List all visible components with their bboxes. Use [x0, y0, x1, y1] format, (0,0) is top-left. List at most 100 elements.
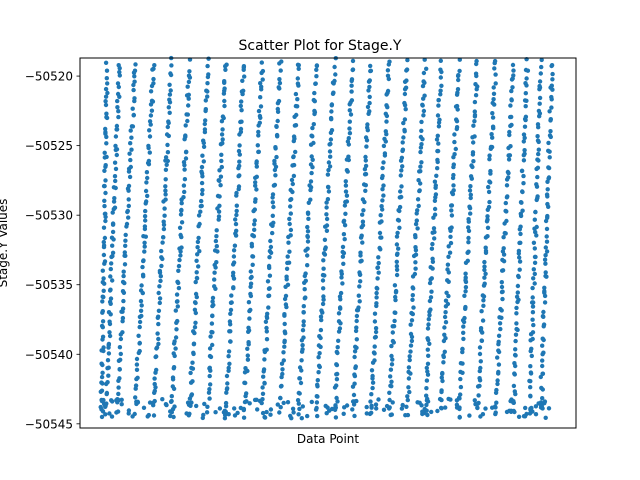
scatter-point — [534, 224, 539, 230]
scatter-point — [250, 254, 256, 259]
scatter-point — [300, 347, 305, 352]
scatter-point — [505, 194, 510, 199]
scatter-point — [518, 231, 523, 237]
scatter-point — [223, 67, 228, 73]
scatter-point — [109, 235, 115, 240]
x-axis-title: Data Point — [297, 432, 360, 446]
scatter-point — [167, 97, 172, 102]
scatter-point — [329, 109, 334, 114]
scatter-point — [266, 293, 272, 298]
scatter-point — [200, 153, 205, 158]
scatter-point — [495, 381, 500, 387]
scatter-point — [120, 306, 126, 311]
scatter-point — [472, 119, 477, 124]
scatter-point — [166, 105, 171, 110]
scatter-point — [398, 173, 403, 178]
scatter-point — [471, 159, 476, 164]
scatter-point — [522, 135, 527, 141]
scatter-point — [260, 410, 266, 416]
scatter-point — [296, 401, 301, 406]
scatter-point — [377, 230, 383, 236]
scatter-point — [270, 200, 275, 205]
scatter-point — [515, 283, 521, 289]
scatter-point — [344, 193, 350, 198]
scatter-point — [344, 199, 350, 204]
scatter-point — [424, 365, 429, 371]
scatter-point — [486, 189, 492, 195]
scatter-point — [194, 258, 199, 263]
scatter-point — [540, 352, 545, 357]
scatter-point — [544, 239, 550, 244]
scatter-point — [376, 260, 381, 266]
scatter-point — [351, 392, 357, 398]
scatter-point — [305, 239, 311, 244]
scatter-point — [106, 342, 111, 348]
scatter-point — [203, 108, 208, 114]
scatter-point — [182, 189, 187, 195]
scatter-point — [321, 258, 326, 263]
scatter-point — [394, 234, 400, 239]
scatter-point — [342, 237, 347, 242]
scatter-point — [442, 332, 447, 337]
scatter-point — [164, 162, 169, 167]
scatter-point — [319, 317, 324, 323]
scatter-point — [354, 313, 360, 319]
scatter-point — [509, 114, 514, 120]
scatter-point — [302, 287, 307, 292]
scatter-point — [163, 197, 168, 202]
scatter-point — [334, 362, 339, 367]
scatter-point — [98, 404, 103, 410]
scatter-point — [289, 177, 295, 183]
scatter-point — [284, 274, 289, 279]
scatter-point — [393, 290, 399, 295]
scatter-point — [318, 327, 324, 333]
scatter-point — [187, 411, 192, 416]
scatter-point — [220, 137, 225, 142]
scatter-point — [420, 83, 426, 89]
scatter-point — [277, 80, 283, 86]
scatter-point — [207, 396, 212, 401]
scatter-point — [104, 401, 109, 406]
scatter-point — [208, 382, 213, 387]
scatter-point — [383, 111, 388, 117]
scatter-point — [338, 290, 344, 296]
scatter-point — [268, 412, 273, 417]
scatter-point — [207, 365, 212, 370]
scatter-point — [265, 279, 271, 284]
scatter-point — [175, 299, 180, 304]
scatter-point — [245, 353, 250, 358]
scatter-point — [199, 164, 205, 170]
scatter-point — [260, 385, 265, 390]
scatter-point — [447, 250, 453, 255]
scatter-point — [188, 370, 193, 376]
scatter-point — [113, 178, 118, 184]
scatter-point — [533, 254, 538, 260]
scatter-point — [523, 91, 528, 96]
scatter-point — [436, 103, 441, 108]
scatter-point — [408, 349, 413, 354]
scatter-point — [538, 71, 543, 76]
scatter-point — [472, 114, 478, 119]
scatter-point — [414, 218, 419, 223]
scatter-point — [305, 234, 310, 240]
scatter-point — [174, 292, 180, 297]
scatter-point — [280, 367, 285, 372]
scatter-point — [532, 281, 537, 286]
scatter-point — [455, 87, 461, 92]
scatter-point — [389, 384, 394, 389]
scatter-point — [514, 305, 519, 311]
scatter-point — [112, 160, 118, 165]
scatter-point — [431, 226, 437, 231]
scatter-point — [432, 179, 438, 184]
plot-frame — [79, 57, 577, 429]
scatter-point — [288, 204, 293, 209]
scatter-point — [487, 179, 492, 184]
scatter-point — [282, 312, 287, 317]
scatter-point — [453, 146, 458, 152]
scatter-point — [342, 223, 348, 228]
scatter-point — [396, 246, 401, 251]
scatter-point — [421, 70, 427, 76]
scatter-point — [547, 149, 552, 154]
scatter-point — [523, 114, 529, 120]
